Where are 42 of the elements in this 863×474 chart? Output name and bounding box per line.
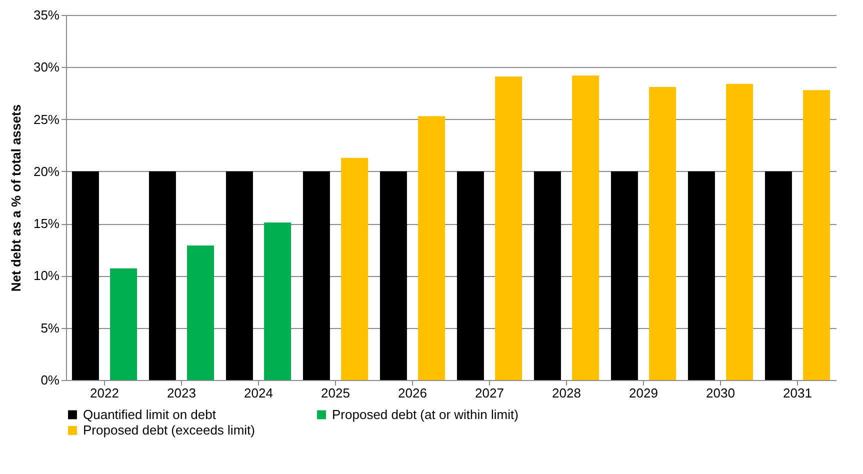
y-tick-label: 20% — [33, 164, 60, 179]
y-tick-label: 0% — [40, 372, 60, 388]
x-tick-label: 2024 — [244, 386, 273, 400]
x-tick-label: 2029 — [629, 386, 658, 400]
y-tick-label: 30% — [33, 60, 60, 75]
bar — [110, 268, 138, 380]
bar — [610, 171, 638, 380]
x-tick-label: 2025 — [321, 386, 350, 400]
bar — [803, 90, 830, 380]
x-tick-label: 2028 — [552, 386, 581, 400]
bar — [726, 84, 754, 380]
y-tick-label: 25% — [33, 112, 60, 127]
bar — [764, 171, 792, 380]
x-tick-label: 2030 — [706, 386, 735, 400]
bar — [456, 171, 484, 380]
bar — [302, 171, 330, 380]
y-tick-label: 5% — [40, 320, 60, 336]
bar — [495, 76, 522, 380]
legend-label: Quantified limit on debt — [83, 406, 216, 422]
bar — [572, 75, 600, 380]
legend-label: Proposed debt (at or within limit) — [332, 406, 518, 422]
bar — [341, 158, 368, 380]
x-tick-label: 2031 — [783, 386, 812, 400]
y-tick-label: 15% — [33, 216, 60, 232]
bar — [226, 171, 253, 380]
bar — [264, 222, 292, 380]
x-tick-label: 2022 — [90, 386, 119, 400]
bar — [534, 171, 561, 380]
y-tick-label: 10% — [33, 268, 60, 284]
bar — [649, 86, 676, 380]
y-axis-title: Net debt as a % of total assets — [8, 104, 24, 292]
bar — [187, 245, 214, 380]
bar — [148, 171, 176, 380]
bar — [380, 171, 407, 380]
bar — [418, 116, 446, 380]
legend-label: Proposed debt (exceeds limit) — [83, 422, 255, 438]
y-tick-label: 35% — [33, 8, 60, 22]
x-tick-label: 2023 — [167, 386, 196, 400]
x-tick-label: 2026 — [398, 386, 427, 400]
x-tick-label: 2027 — [475, 386, 504, 400]
bar — [688, 171, 715, 380]
bar — [72, 171, 99, 380]
